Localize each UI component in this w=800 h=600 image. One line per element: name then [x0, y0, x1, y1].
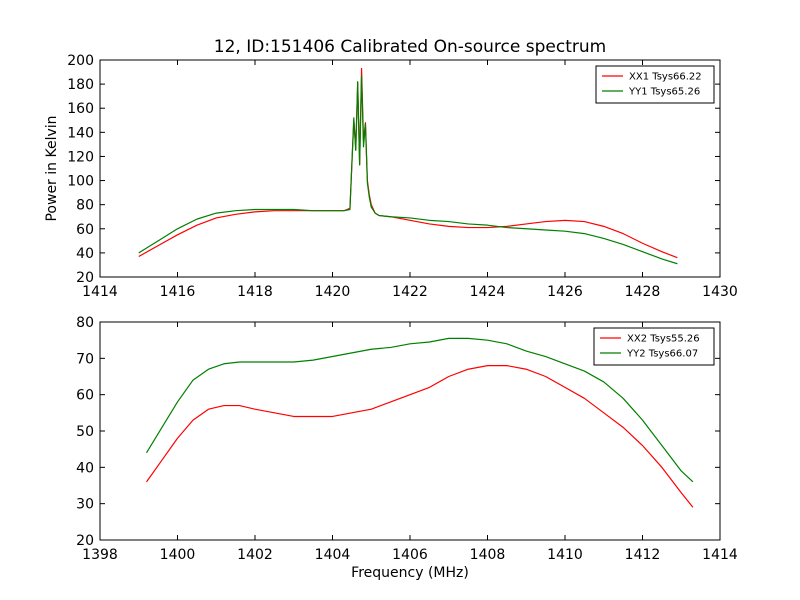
- y-tick-label: 60: [76, 388, 94, 404]
- y-tick-label: 30: [76, 497, 94, 513]
- y-axis-label: Power in Kelvin: [44, 115, 60, 221]
- y-tick-label: 160: [67, 101, 94, 117]
- legend-label: YY2 Tsys66.07: [626, 349, 698, 360]
- x-tick-label: 1414: [82, 284, 118, 300]
- x-tick-label: 1428: [625, 284, 661, 300]
- legend-box: [595, 65, 715, 104]
- x-tick-label: 1408: [470, 547, 506, 563]
- y-tick-label: 40: [76, 460, 94, 476]
- x-tick-label: 1406: [392, 547, 428, 563]
- x-tick-label: 1410: [547, 547, 583, 563]
- x-tick-label: 1400: [160, 547, 196, 563]
- chart-title: 12, ID:151406 Calibrated On-source spect…: [214, 37, 606, 57]
- x-tick-label: 1418: [237, 284, 273, 300]
- y-tick-label: 60: [76, 222, 94, 238]
- y-tick-label: 140: [67, 125, 94, 141]
- x-tick-label: 1426: [547, 284, 583, 300]
- y-tick-label: 80: [76, 198, 94, 214]
- x-tick-label: 1420: [315, 284, 351, 300]
- x-tick-label: 1430: [702, 284, 738, 300]
- y-tick-label: 50: [76, 424, 94, 440]
- y-tick-label: 100: [67, 174, 94, 190]
- x-tick-label: 1402: [237, 547, 273, 563]
- x-tick-label: 1414: [702, 547, 738, 563]
- x-axis-label: Frequency (MHz): [351, 565, 469, 581]
- legend-label: YY1 Tsys65.26: [628, 87, 700, 98]
- series-line-yy2: [145, 337, 694, 483]
- x-tick-label: 1422: [392, 284, 428, 300]
- x-tick-label: 1412: [625, 547, 661, 563]
- x-tick-label: 1424: [470, 284, 506, 300]
- legend: XX1 Tsys66.22 YY1 Tsys65.26: [595, 65, 715, 104]
- y-tick-label: 120: [67, 149, 94, 165]
- y-tick-label: 70: [76, 351, 94, 367]
- x-tick-label: 1398: [82, 547, 118, 563]
- chart-1: 1414 1416 1418 1420 1422 1424 1426 1428 1430 20 40…: [44, 37, 738, 300]
- y-tick-label: 180: [67, 77, 94, 93]
- legend-label: XX1 Tsys66.22: [629, 72, 702, 83]
- y-tick-label: 200: [67, 53, 94, 69]
- legend: XX2 Tsys55.26 YY2 Tsys66.07: [593, 327, 715, 366]
- series-line-yy1: [138, 75, 678, 265]
- y-tick-label: 40: [76, 246, 94, 262]
- legend-box: [593, 327, 715, 366]
- x-tick-label: 1404: [315, 547, 351, 563]
- legend-label: XX2 Tsys55.26: [627, 334, 700, 345]
- y-tick-label: 20: [76, 533, 94, 549]
- series-line-xx2: [146, 365, 694, 508]
- y-tick-label: 80: [76, 315, 94, 331]
- chart-2: 1398 1400 1402 1404 1406 1408 1410 1412 1414 20 30…: [76, 315, 738, 581]
- x-tick-label: 1416: [160, 284, 196, 300]
- y-tick-label: 20: [76, 270, 94, 286]
